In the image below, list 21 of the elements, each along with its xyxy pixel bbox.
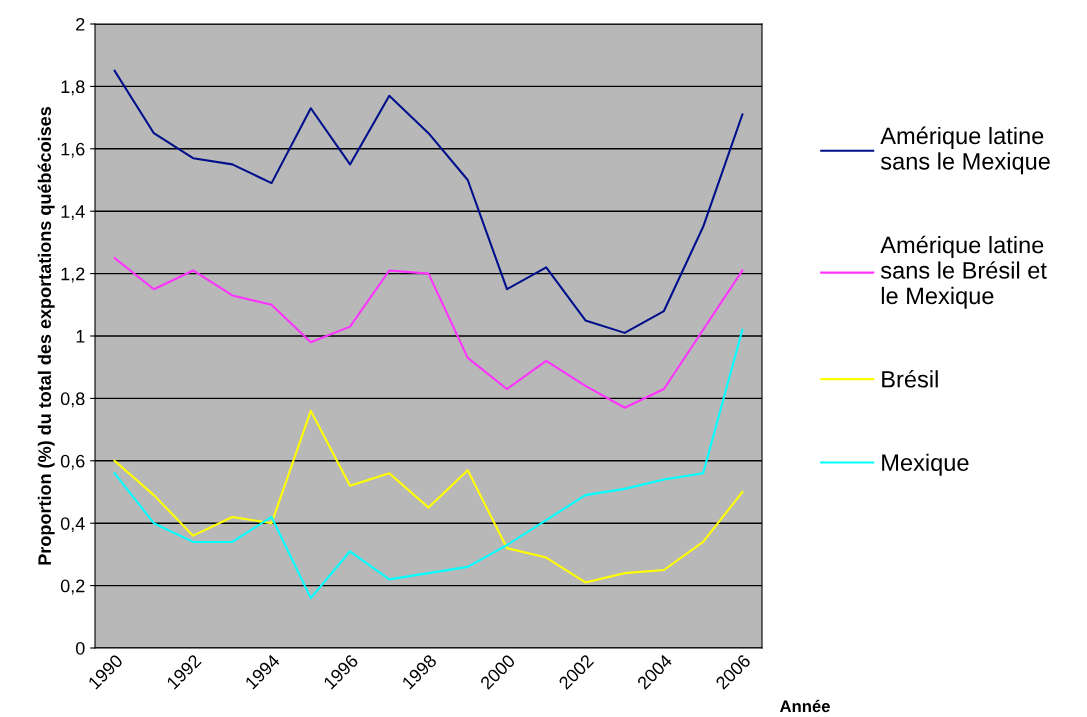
legend-label: Mexique	[882, 453, 969, 476]
x-axis-title: Année	[779, 699, 830, 713]
legend-label: Brésil	[882, 369, 938, 388]
y-tick-label: 1,8	[61, 80, 85, 96]
y-tick-label: 0,4	[60, 517, 85, 533]
y-tick-label: 0,8	[60, 392, 85, 408]
y-tick-label: 0	[75, 641, 85, 655]
line-series	[113, 69, 744, 334]
y-tick-label: 0,2	[60, 579, 85, 595]
legend-label: Amérique latine sans le Mexique	[880, 126, 1050, 175]
y-tick-label: 1	[76, 330, 85, 343]
y-tick-label: 0,6	[60, 454, 85, 470]
line-series	[113, 328, 744, 600]
y-axis-title: Proportion (%) du total des exportations québécoises	[37, 106, 55, 565]
line-series	[113, 409, 744, 584]
y-tick-label: 2	[76, 17, 85, 31]
line-series	[113, 256, 744, 409]
y-tick-label: 1,2	[61, 267, 85, 283]
y-tick-label: 1,6	[61, 142, 85, 158]
y-tick-label: 1,4	[61, 205, 85, 221]
legend-label: Amérique latine sans le Brésil et le Mexique	[880, 235, 1047, 309]
